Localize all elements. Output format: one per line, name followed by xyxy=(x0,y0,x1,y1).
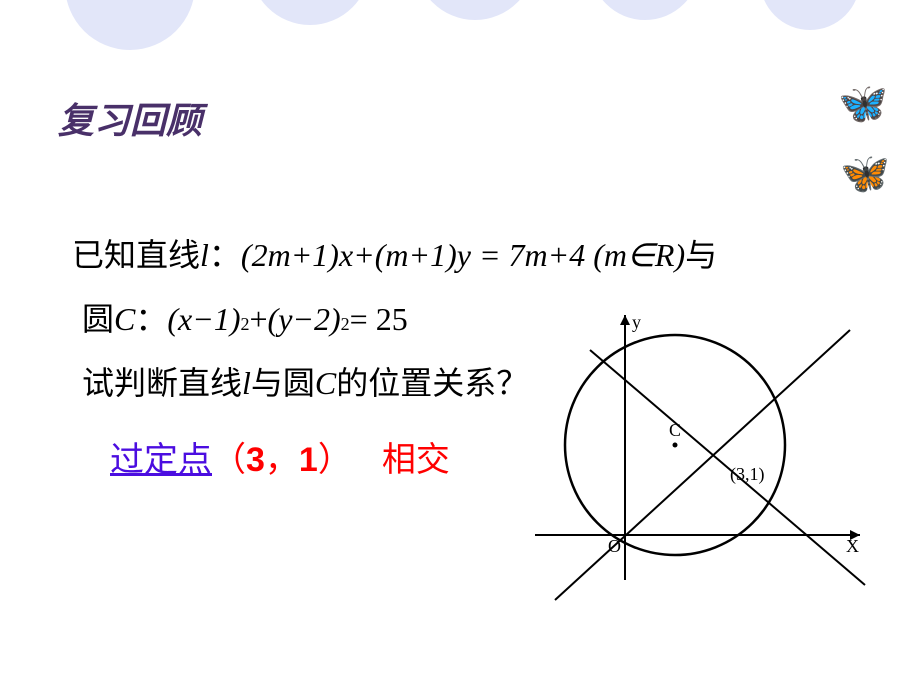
plus: + xyxy=(249,301,267,338)
result-intersect: 相交 xyxy=(382,432,450,481)
bg-circle xyxy=(65,0,195,50)
colon: ： xyxy=(135,294,167,340)
label-x: X xyxy=(846,536,859,556)
answer-line: 过定点 （ 3 ， 1 ） 相交 xyxy=(110,432,450,481)
text: 圆 xyxy=(82,294,114,340)
bg-circle xyxy=(590,0,700,20)
point-y: 1 xyxy=(299,441,318,480)
line-a xyxy=(555,330,850,600)
center-dot xyxy=(673,443,678,448)
expr-lhs2: (y−2) xyxy=(268,301,341,338)
text: 的位置关系？ xyxy=(336,358,528,404)
line-b xyxy=(590,350,865,585)
bg-circle xyxy=(760,0,860,30)
label-pt: (3,1) xyxy=(730,464,765,485)
paren-open: （ xyxy=(212,432,246,481)
butterfly-icon: 🦋 xyxy=(840,150,890,197)
figure-svg: y X O C (3,1) xyxy=(530,300,870,610)
bg-circle xyxy=(250,0,370,25)
label-y: y xyxy=(632,312,641,332)
point-sep: ， xyxy=(265,432,299,481)
expr: (2m+1)x+(m+1)y = 7m+4 (m∈R) xyxy=(241,236,685,274)
colon: ： xyxy=(209,230,241,276)
var-c: C xyxy=(315,365,336,402)
text: 已知直线 xyxy=(72,230,200,276)
point-x: 3 xyxy=(246,441,265,480)
var-c: C xyxy=(114,301,135,338)
label-C: C xyxy=(669,420,681,440)
problem-line-1: 已知直线 l ： (2m+1)x+(m+1)y = 7m+4 (m∈R) 与 xyxy=(72,230,862,276)
text: 与圆 xyxy=(251,358,315,404)
text: 试判断直线 xyxy=(82,358,242,404)
text: 与 xyxy=(685,230,717,276)
fixed-point-link[interactable]: 过定点 xyxy=(110,432,212,481)
exp2: 2 xyxy=(341,314,350,335)
slide-title: 复习回顾 xyxy=(58,92,202,144)
paren-close: ） xyxy=(318,432,352,481)
exp1: 2 xyxy=(240,314,249,335)
var-l: l xyxy=(242,365,251,402)
rhs: = 25 xyxy=(350,301,408,338)
butterfly-icon: 🦋 xyxy=(838,80,888,127)
var-l: l xyxy=(200,237,209,274)
expr-lhs1: (x−1) xyxy=(167,301,240,338)
label-O: O xyxy=(608,536,621,556)
geometry-figure: y X O C (3,1) xyxy=(530,300,870,615)
bg-circle xyxy=(415,0,535,20)
